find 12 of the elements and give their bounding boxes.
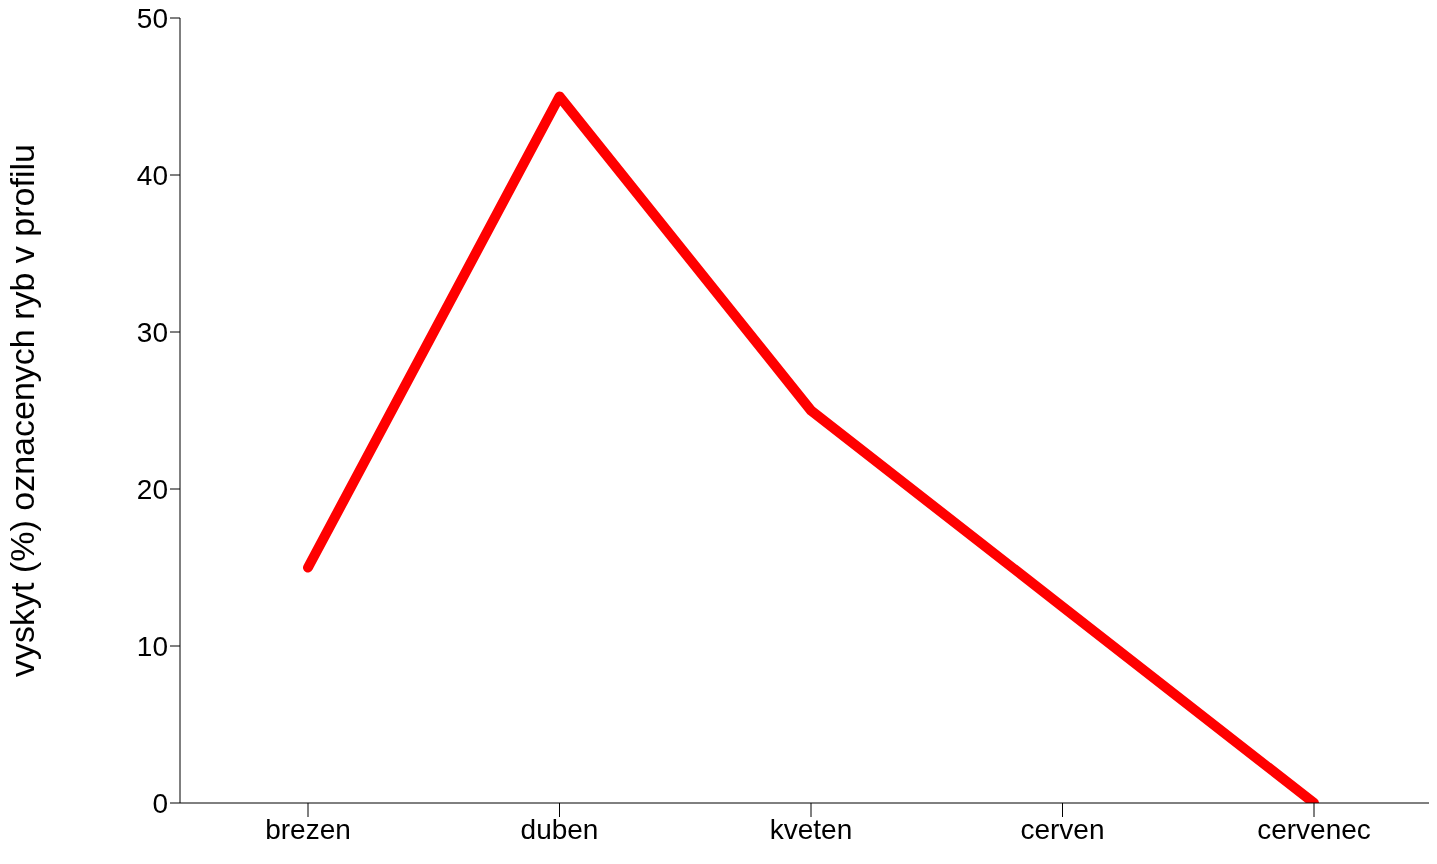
y-axis-title: vyskyt (%) oznacenych ryb v profilu [3,144,42,677]
y-tick-label: 10 [136,630,168,662]
y-tick-label: 30 [136,316,168,348]
x-tick-label: cervenec [1257,813,1371,845]
x-tick-label: brezen [265,813,351,845]
x-tick-label: kveten [769,813,853,845]
y-tick-label: 0 [152,787,168,819]
y-tick-label: 40 [136,159,168,191]
y-tick-label: 20 [136,473,168,505]
x-tick-label: cerven [1020,813,1105,845]
x-tick-label: duben [520,813,599,845]
y-tick-label: 50 [136,2,168,34]
